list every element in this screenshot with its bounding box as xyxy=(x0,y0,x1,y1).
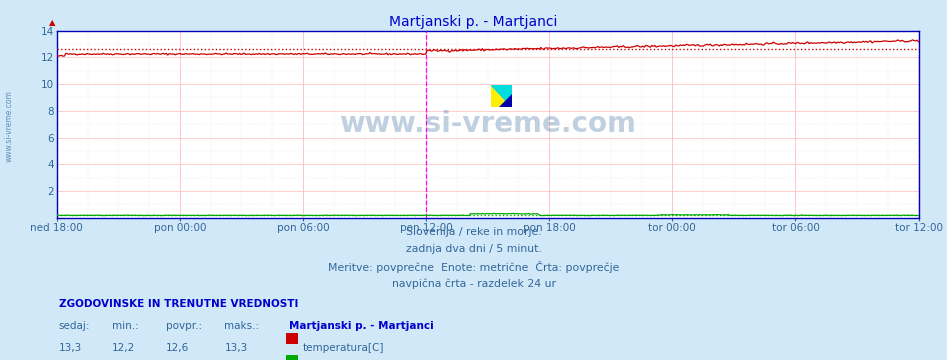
Text: 13,3: 13,3 xyxy=(59,343,82,353)
Text: www.si-vreme.com: www.si-vreme.com xyxy=(5,90,14,162)
Text: zadnja dva dni / 5 minut.: zadnja dva dni / 5 minut. xyxy=(405,244,542,254)
Text: 13,3: 13,3 xyxy=(224,343,248,353)
Text: povpr.:: povpr.: xyxy=(166,321,202,331)
Text: min.:: min.: xyxy=(112,321,138,331)
Text: maks.:: maks.: xyxy=(224,321,259,331)
Polygon shape xyxy=(491,85,512,107)
Text: 12,6: 12,6 xyxy=(166,343,189,353)
Text: Martjanski p. - Martjanci: Martjanski p. - Martjanci xyxy=(389,15,558,28)
Text: 12,2: 12,2 xyxy=(112,343,135,353)
Text: navpična črta - razdelek 24 ur: navpična črta - razdelek 24 ur xyxy=(391,279,556,289)
Text: Slovenija / reke in morje.: Slovenija / reke in morje. xyxy=(405,227,542,237)
Polygon shape xyxy=(491,85,512,107)
Polygon shape xyxy=(499,94,512,107)
Text: temperatura[C]: temperatura[C] xyxy=(303,343,384,353)
Text: ▲: ▲ xyxy=(49,18,56,27)
Text: ZGODOVINSKE IN TRENUTNE VREDNOSTI: ZGODOVINSKE IN TRENUTNE VREDNOSTI xyxy=(59,299,298,309)
Text: Meritve: povprečne  Enote: metrične  Črta: povprečje: Meritve: povprečne Enote: metrične Črta:… xyxy=(328,261,619,273)
Text: www.si-vreme.com: www.si-vreme.com xyxy=(339,110,636,138)
Text: Martjanski p. - Martjanci: Martjanski p. - Martjanci xyxy=(289,321,434,331)
Text: sedaj:: sedaj: xyxy=(59,321,90,331)
